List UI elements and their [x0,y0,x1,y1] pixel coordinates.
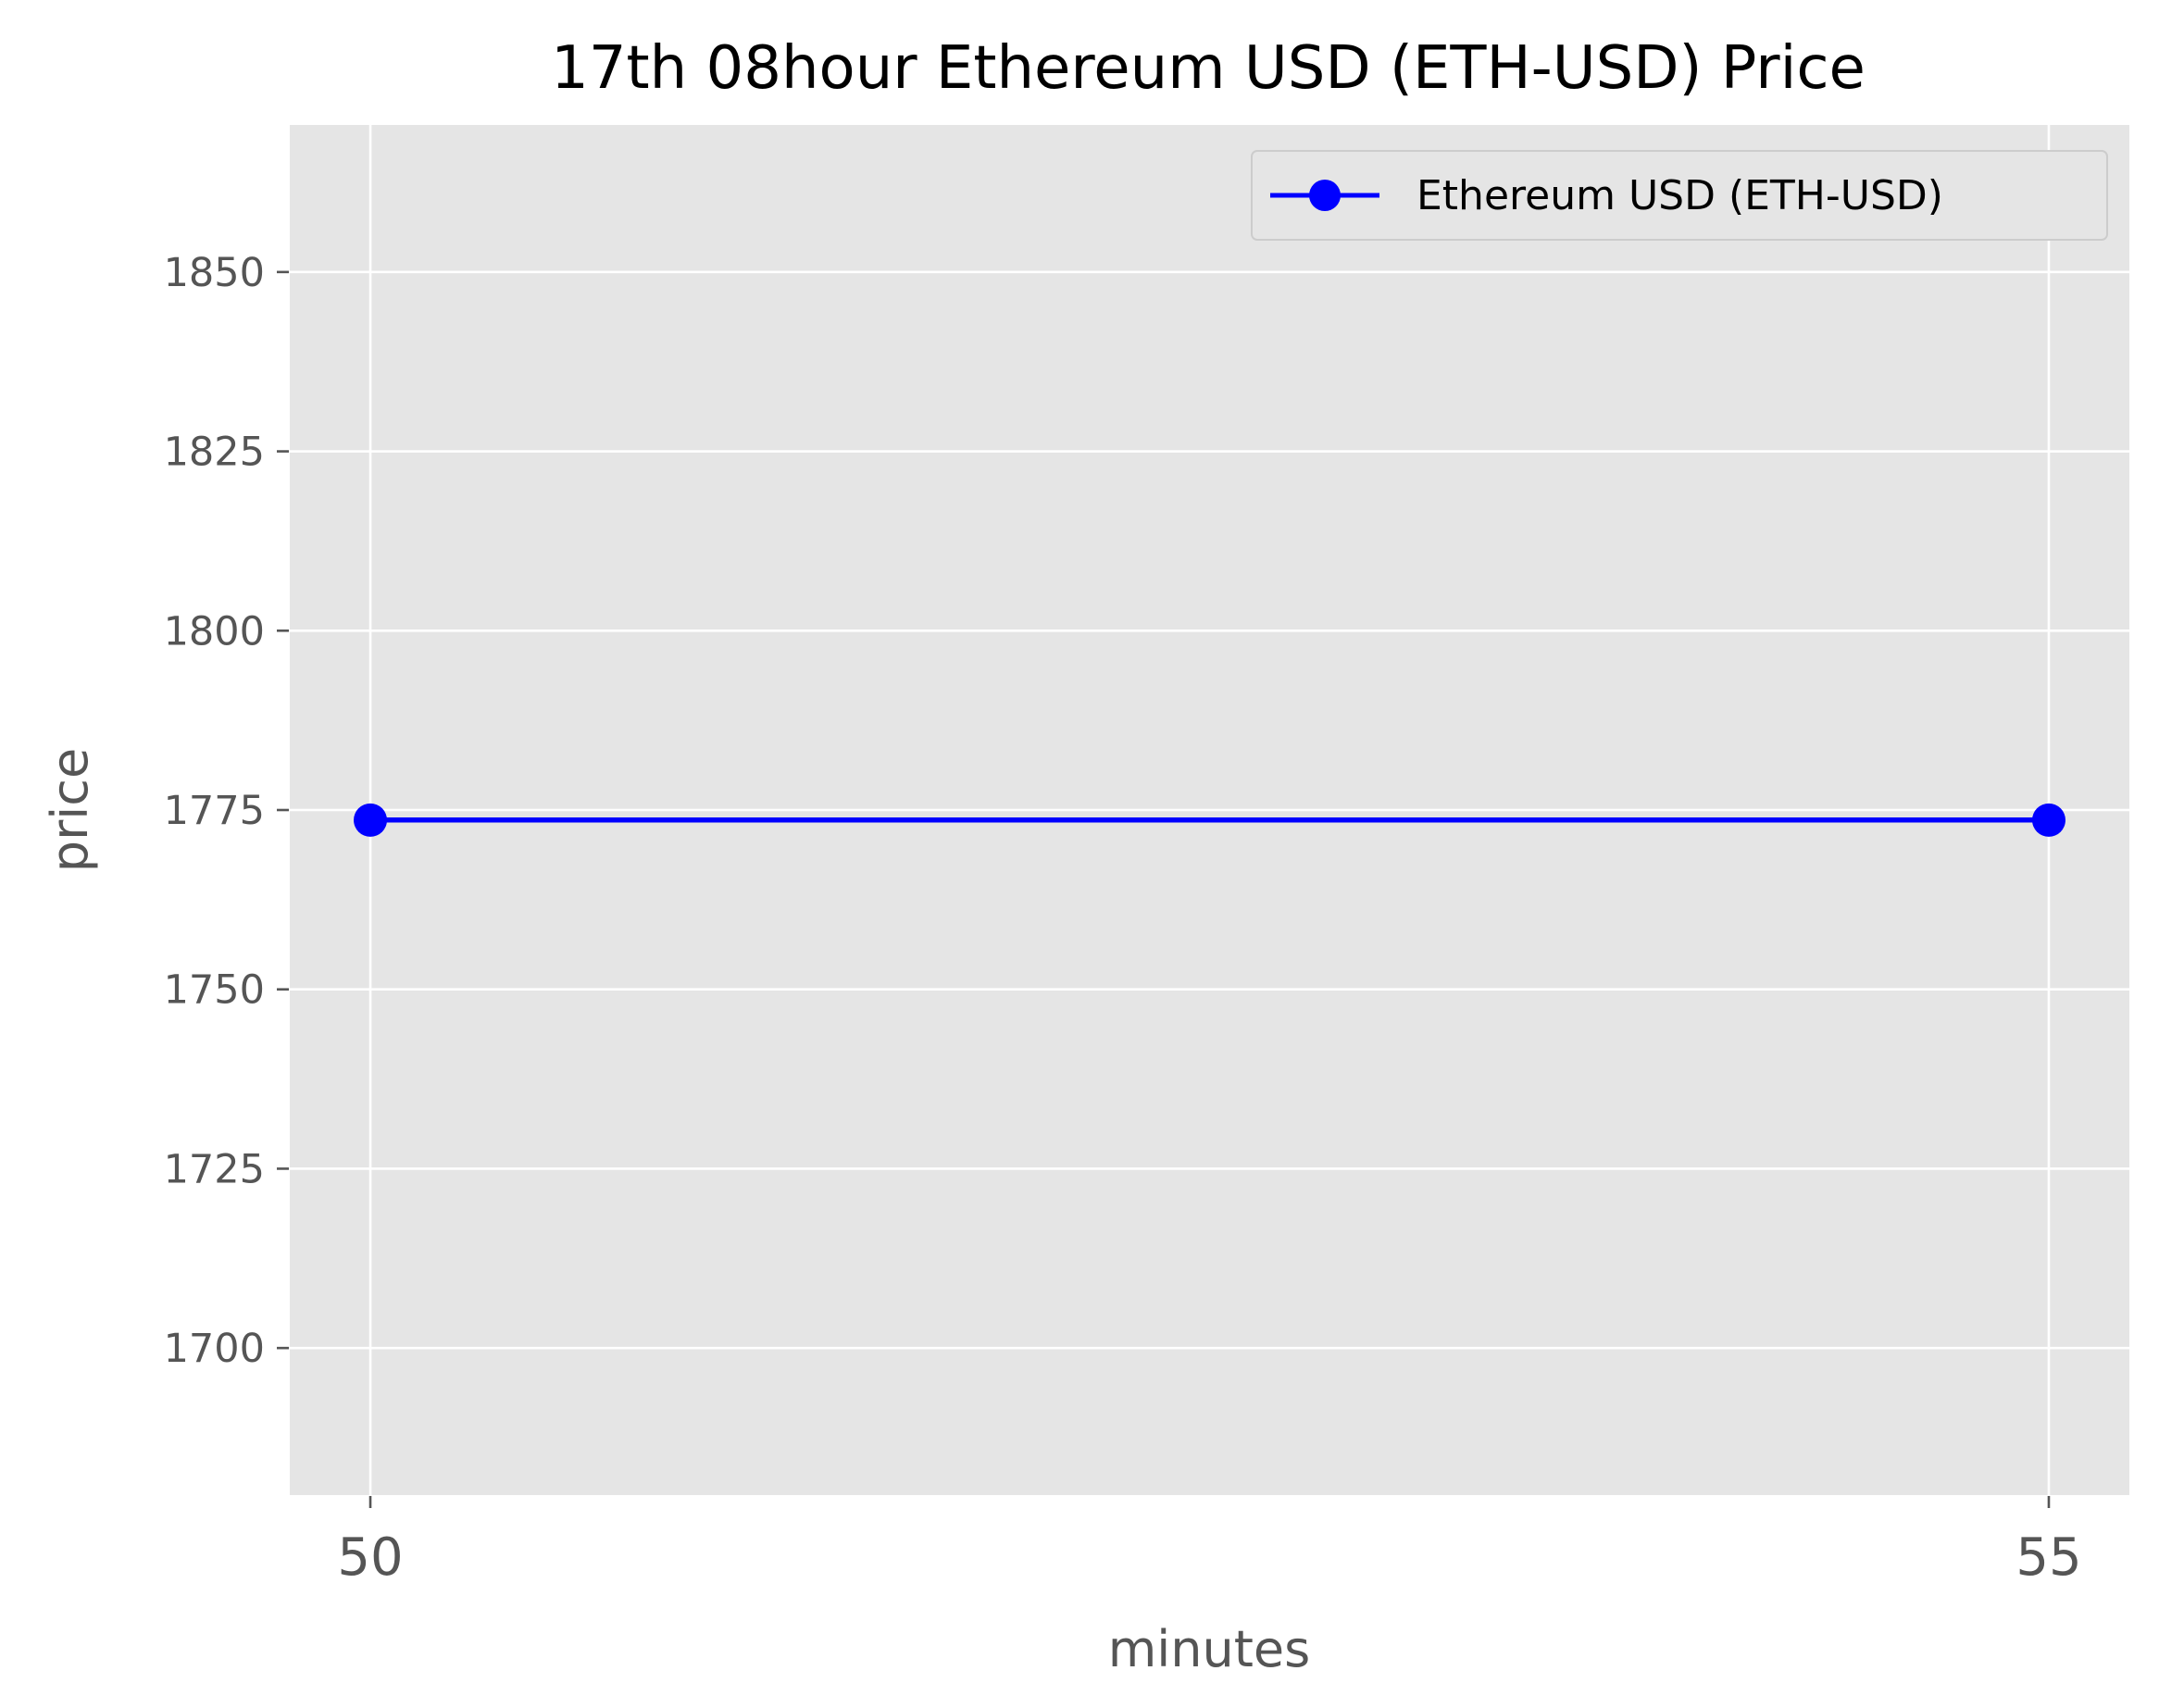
series-layer [354,803,2065,837]
chart-title: 17th 08hour Ethereum USD (ETH-USD) Price [551,34,1866,103]
legend-marker-sample [1309,180,1341,211]
legend: Ethereum USD (ETH-USD) [1251,150,2108,241]
y-tick-label: 1750 [164,967,265,1014]
y-tick-label: 1850 [164,250,265,296]
legend-box [1251,150,2108,241]
data-point [354,803,388,837]
y-axis-label: price [41,748,99,872]
x-axis-ticks: 50 55 [337,1496,2082,1588]
legend-entry-label: Ethereum USD (ETH-USD) [1416,172,1943,219]
data-point [2031,803,2065,837]
y-axis-ticks: 1700 1725 1750 1775 1800 1825 1850 [164,250,289,1372]
x-tick-label: 55 [2015,1527,2081,1588]
y-tick-label: 1825 [164,430,265,476]
x-axis-label: minutes [1108,1620,1311,1678]
y-tick-label: 1800 [164,608,265,655]
grid-lines [290,125,2129,1495]
x-tick-label: 50 [337,1527,403,1588]
y-tick-label: 1725 [164,1146,265,1192]
y-tick-label: 1775 [164,788,265,834]
y-tick-label: 1700 [164,1326,265,1372]
